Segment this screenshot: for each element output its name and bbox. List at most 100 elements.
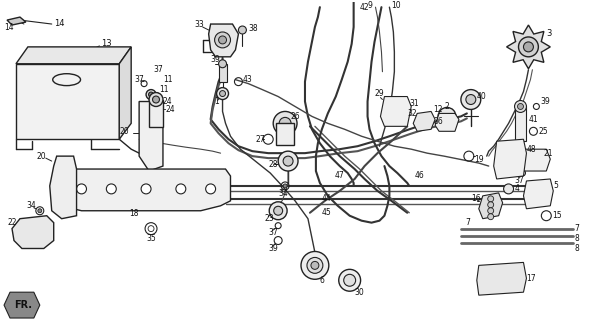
Polygon shape xyxy=(139,101,163,171)
Text: 12: 12 xyxy=(433,105,443,114)
Text: 13: 13 xyxy=(101,39,112,48)
Polygon shape xyxy=(119,47,131,139)
Text: 18: 18 xyxy=(129,209,139,218)
Text: 14: 14 xyxy=(4,22,14,31)
Text: 39: 39 xyxy=(211,55,220,64)
Text: 39: 39 xyxy=(541,97,550,106)
Bar xyxy=(149,100,163,127)
Polygon shape xyxy=(208,24,239,57)
Polygon shape xyxy=(4,292,40,318)
Text: 19: 19 xyxy=(474,155,483,164)
Text: 34: 34 xyxy=(27,201,37,210)
Text: 11: 11 xyxy=(159,85,169,94)
Polygon shape xyxy=(493,139,527,179)
Circle shape xyxy=(269,202,287,220)
Text: 46: 46 xyxy=(414,172,424,180)
Text: 41: 41 xyxy=(528,115,538,124)
Text: 7: 7 xyxy=(574,224,579,233)
Circle shape xyxy=(311,261,319,269)
Circle shape xyxy=(487,214,493,220)
Text: 5: 5 xyxy=(553,181,558,190)
Text: 44: 44 xyxy=(322,194,332,203)
Polygon shape xyxy=(50,156,77,219)
Text: 38: 38 xyxy=(248,23,258,33)
Text: 31: 31 xyxy=(410,99,419,108)
Text: 32: 32 xyxy=(407,109,417,118)
Text: 4: 4 xyxy=(515,184,519,193)
Circle shape xyxy=(515,100,527,112)
Circle shape xyxy=(214,32,231,48)
Polygon shape xyxy=(381,97,411,126)
Circle shape xyxy=(77,184,86,194)
Text: 34: 34 xyxy=(278,189,288,198)
Bar xyxy=(515,107,527,141)
Circle shape xyxy=(487,208,493,214)
Polygon shape xyxy=(524,179,553,209)
Text: 1: 1 xyxy=(214,97,219,106)
Text: 25: 25 xyxy=(538,127,548,136)
Text: 24: 24 xyxy=(166,105,176,114)
Bar xyxy=(219,64,226,82)
Polygon shape xyxy=(16,64,119,139)
Circle shape xyxy=(339,269,361,291)
Circle shape xyxy=(274,206,283,215)
Text: 7: 7 xyxy=(465,218,470,227)
Circle shape xyxy=(219,36,226,44)
Text: 42: 42 xyxy=(359,3,369,12)
Text: 23: 23 xyxy=(265,214,274,223)
Text: 37: 37 xyxy=(153,65,162,74)
Circle shape xyxy=(518,103,524,109)
Text: 29: 29 xyxy=(374,89,384,98)
Circle shape xyxy=(279,117,291,129)
Text: 36: 36 xyxy=(433,117,443,126)
Text: 30: 30 xyxy=(355,288,364,297)
Circle shape xyxy=(487,196,493,202)
Circle shape xyxy=(153,96,159,103)
Polygon shape xyxy=(518,149,550,171)
Circle shape xyxy=(146,90,156,100)
Polygon shape xyxy=(435,113,459,131)
Circle shape xyxy=(301,252,329,279)
Text: 33: 33 xyxy=(194,20,205,28)
Circle shape xyxy=(466,94,476,105)
Text: 27: 27 xyxy=(255,135,265,144)
Text: 47: 47 xyxy=(335,172,344,180)
Circle shape xyxy=(278,151,298,171)
Text: 2: 2 xyxy=(444,102,449,111)
Circle shape xyxy=(307,257,323,273)
Text: 40: 40 xyxy=(477,92,487,101)
Circle shape xyxy=(344,274,356,286)
Text: 37: 37 xyxy=(515,176,524,186)
Circle shape xyxy=(220,91,225,97)
Text: 6: 6 xyxy=(320,276,325,285)
Text: 26: 26 xyxy=(290,112,300,121)
Circle shape xyxy=(149,92,163,107)
Text: 45: 45 xyxy=(322,208,332,217)
Circle shape xyxy=(487,202,493,208)
Polygon shape xyxy=(12,216,54,249)
Circle shape xyxy=(461,90,481,109)
Text: 17: 17 xyxy=(527,274,536,283)
Text: 15: 15 xyxy=(552,211,562,220)
Text: 22: 22 xyxy=(7,218,16,227)
Text: 43: 43 xyxy=(242,75,252,84)
Text: 21: 21 xyxy=(544,149,553,158)
Circle shape xyxy=(273,111,297,135)
Text: 8: 8 xyxy=(574,234,579,243)
Polygon shape xyxy=(16,47,131,64)
Polygon shape xyxy=(413,111,435,131)
Circle shape xyxy=(283,184,287,188)
Text: 11: 11 xyxy=(163,75,173,84)
Circle shape xyxy=(283,156,293,166)
Text: FR.: FR. xyxy=(14,300,32,310)
Polygon shape xyxy=(507,25,550,69)
Polygon shape xyxy=(477,262,527,295)
Text: 35: 35 xyxy=(146,234,156,243)
Text: 37: 37 xyxy=(268,228,278,237)
Circle shape xyxy=(141,184,151,194)
Circle shape xyxy=(176,184,186,194)
Text: 20: 20 xyxy=(119,127,129,136)
Text: 3: 3 xyxy=(546,29,551,38)
Text: 9: 9 xyxy=(368,1,373,10)
Text: 48: 48 xyxy=(527,145,536,154)
